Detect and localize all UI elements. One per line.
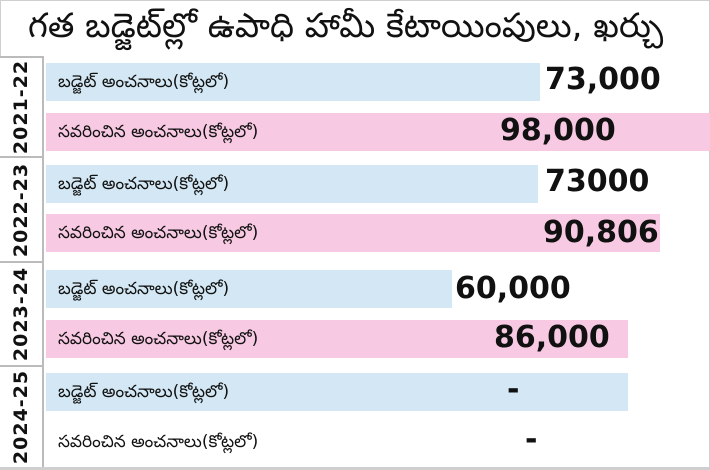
year-group-2023-24: 2023-24 బడ్జెట్ అంచనాలు(కోట్లలో) 60,000 … <box>0 261 710 365</box>
year-label: 2021-22 <box>10 59 32 155</box>
budget-label: బడ్జెట్ అంచనాలు(కోట్లలో) <box>58 279 230 299</box>
budget-label: బడ్జెట్ అంచనాలు(కోట్లలో) <box>58 72 230 92</box>
chart-title: గత బడ్జెట్‌ల్లో ఉపాధి హామీ కేటాయింపులు, … <box>28 6 664 46</box>
revised-label: సవరించిన అంచనాలు(కోట్లలో) <box>58 122 259 142</box>
year-label-box: 2024-25 <box>0 365 44 467</box>
revised-value: 86,000 <box>494 320 610 355</box>
revised-value: 98,000 <box>500 113 616 148</box>
budget-value: 73000 <box>545 164 650 199</box>
budget-bar <box>46 373 628 411</box>
budget-bar <box>46 270 452 308</box>
year-group-2022-23: 2022-23 బడ్జెట్ అంచనాలు(కోట్లలో) 73000 స… <box>0 156 710 261</box>
revised-label: సవరించిన అంచనాలు(కోట్లలో) <box>58 432 259 452</box>
budget-bar <box>46 63 540 101</box>
budget-value: - <box>507 372 520 407</box>
year-group-2021-22: 2021-22 బడ్జెట్ అంచనాలు(కోట్లలో) 73,000 … <box>0 56 710 156</box>
budget-label: బడ్జెట్ అంచనాలు(కోట్లలో) <box>58 382 230 402</box>
budget-value: 60,000 <box>455 271 571 306</box>
budget-bar <box>46 165 538 203</box>
revised-bar <box>46 214 660 252</box>
budget-label: బడ్జెట్ అంచనాలు(కోట్లలో) <box>58 174 230 194</box>
year-group-2024-25: 2024-25 బడ్జెట్ అంచనాలు(కోట్లలో) - సవరిం… <box>0 365 710 467</box>
revised-label: సవరించిన అంచనాలు(కోట్లలో) <box>58 223 259 243</box>
year-label: 2022-23 <box>10 162 32 257</box>
revised-bar <box>46 320 628 358</box>
year-label: 2023-24 <box>10 266 32 362</box>
year-label-box: 2021-22 <box>0 56 44 156</box>
year-label-box: 2022-23 <box>0 156 44 261</box>
revised-label: సవరించిన అంచనాలు(కోట్లలో) <box>58 329 259 349</box>
year-label: 2024-25 <box>10 369 32 465</box>
year-label-box: 2023-24 <box>0 261 44 365</box>
revised-bar <box>46 113 710 151</box>
revised-value: 90,806 <box>543 215 659 250</box>
budget-value: 73,000 <box>545 62 661 97</box>
revised-value: - <box>525 422 538 457</box>
